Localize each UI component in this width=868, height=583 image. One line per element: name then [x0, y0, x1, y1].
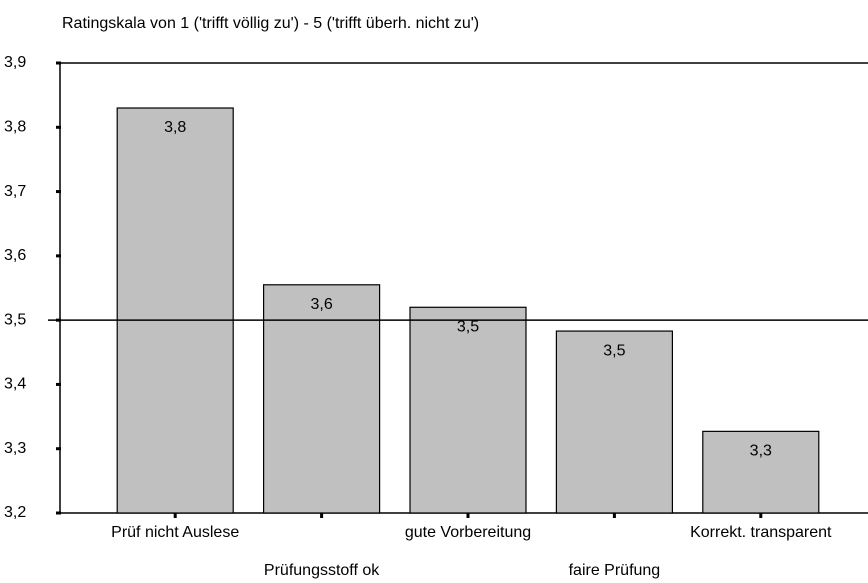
x-tick-label: Prüfungsstoff ok	[264, 562, 380, 579]
x-tick-label: Korrekt. transparent	[690, 524, 832, 541]
y-tick-label: 3,2	[4, 504, 26, 521]
value-label: 3,6	[310, 296, 332, 313]
y-tick-label: 3,3	[4, 440, 26, 457]
bar	[409, 306, 527, 514]
x-tick-label: Prüf nicht Auslese	[111, 524, 239, 541]
y-tick-label: 3,8	[4, 119, 26, 136]
bar	[263, 284, 381, 514]
value-label: 3,5	[457, 319, 479, 336]
bar	[702, 430, 820, 514]
x-tick-label: faire Prüfung	[569, 562, 661, 579]
chart-title: Ratingskala von 1 ('trifft völlig zu') -…	[62, 15, 479, 32]
y-tick-label: 3,5	[4, 311, 26, 328]
y-tick-label: 3,9	[4, 54, 26, 71]
y-tick-label: 3,7	[4, 183, 26, 200]
value-label: 3,8	[164, 119, 186, 136]
value-label: 3,5	[603, 342, 625, 359]
value-label: 3,3	[750, 443, 772, 460]
y-tick-label: 3,4	[4, 376, 26, 393]
bar	[555, 330, 674, 514]
y-tick-label: 3,6	[4, 247, 26, 264]
x-tick-label: gute Vorbereitung	[405, 524, 531, 541]
bar	[116, 107, 234, 514]
